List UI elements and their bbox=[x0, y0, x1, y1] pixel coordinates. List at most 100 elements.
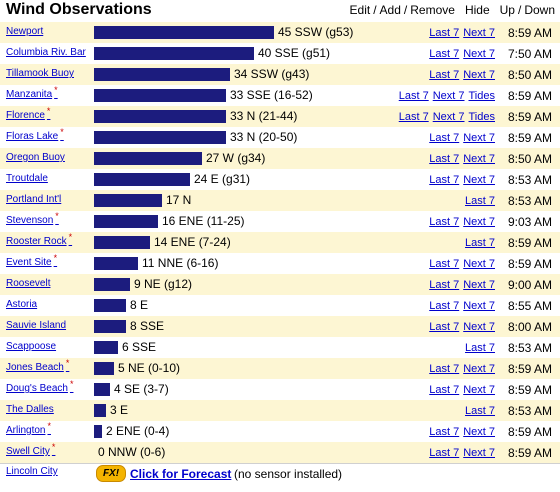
add-link[interactable]: Add bbox=[379, 3, 401, 17]
last-7-link[interactable]: Last 7 bbox=[429, 27, 460, 39]
wind-reading: 0 NNW (0-6) bbox=[98, 445, 166, 459]
station-name-link[interactable]: Florence * bbox=[6, 106, 51, 121]
next-7-link[interactable]: Next 7 bbox=[463, 69, 495, 81]
wind-speed-bar bbox=[94, 131, 226, 144]
last-7-link[interactable]: Last 7 bbox=[429, 300, 460, 312]
next-7-link[interactable]: Next 7 bbox=[463, 153, 495, 165]
up-link[interactable]: Up bbox=[499, 3, 515, 17]
station-name-link[interactable]: Stevenson * bbox=[6, 211, 59, 226]
next-7-link[interactable]: Next 7 bbox=[463, 174, 495, 186]
station-name-link[interactable]: Troutdale bbox=[6, 173, 48, 184]
history-links: Last 7 Next 7 bbox=[425, 216, 495, 228]
wind-reading: 3 E bbox=[110, 403, 129, 417]
station-name-link[interactable]: Rooster Rock * bbox=[6, 232, 73, 247]
wind-speed-bar bbox=[94, 26, 274, 39]
wind-reading: 2 ENE (0-4) bbox=[106, 424, 170, 438]
wind-reading: 27 W (g34) bbox=[206, 151, 266, 165]
station-row: Doug's Beach * 4 SE (3-7) Last 7 Next 7 8:59 … bbox=[0, 379, 560, 400]
next-7-link[interactable]: Next 7 bbox=[463, 132, 495, 144]
forecast-note: (no sensor installed) bbox=[234, 467, 343, 481]
wind-speed-bar bbox=[94, 299, 126, 312]
last-7-link[interactable]: Last 7 bbox=[465, 237, 495, 249]
tides-link[interactable]: Tides bbox=[468, 111, 496, 123]
last-7-link[interactable]: Last 7 bbox=[429, 132, 460, 144]
header-actions: Edit / Add / Remove Hide Up / Down bbox=[350, 3, 555, 17]
last-7-link[interactable]: Last 7 bbox=[398, 90, 429, 102]
last-7-link[interactable]: Last 7 bbox=[429, 279, 460, 291]
next-7-link[interactable]: Next 7 bbox=[463, 363, 495, 375]
last-7-link[interactable]: Last 7 bbox=[429, 258, 460, 270]
history-links: Last 7 bbox=[461, 237, 495, 249]
station-name-link[interactable]: Doug's Beach * bbox=[6, 379, 74, 394]
station-name-link[interactable]: Floras Lake * bbox=[6, 127, 64, 142]
station-name-link[interactable]: Portland Int'l bbox=[6, 194, 62, 205]
sensor-star-icon: * bbox=[55, 211, 59, 221]
station-name-link[interactable]: Astoria bbox=[6, 299, 38, 310]
observation-time: 8:50 AM bbox=[507, 152, 552, 166]
last-7-link[interactable]: Last 7 bbox=[429, 69, 460, 81]
history-links: Last 7 Next 7 bbox=[425, 321, 495, 333]
last-7-link[interactable]: Last 7 bbox=[429, 216, 460, 228]
last-7-link[interactable]: Last 7 bbox=[398, 111, 429, 123]
station-name-link[interactable]: Jones Beach * bbox=[6, 358, 70, 373]
last-7-link[interactable]: Last 7 bbox=[429, 153, 460, 165]
last-7-link[interactable]: Last 7 bbox=[465, 195, 495, 207]
next-7-link[interactable]: Next 7 bbox=[463, 300, 495, 312]
station-name-link[interactable]: Sauvie Island bbox=[6, 320, 67, 331]
hide-link[interactable]: Hide bbox=[464, 3, 490, 17]
station-name-link[interactable]: Manzanita * bbox=[6, 85, 58, 100]
station-name-link[interactable]: Event Site * bbox=[6, 253, 58, 268]
forecast-link[interactable]: Click for Forecast bbox=[130, 467, 232, 481]
station-name-link[interactable]: Swell City * bbox=[6, 442, 56, 457]
next-7-link[interactable]: Next 7 bbox=[463, 426, 495, 438]
next-7-link[interactable]: Next 7 bbox=[463, 447, 495, 459]
station-name-link[interactable]: Newport bbox=[6, 26, 44, 37]
station-name-link[interactable]: Oregon Buoy bbox=[6, 152, 65, 163]
observation-time: 8:00 AM bbox=[507, 320, 552, 334]
next-7-link[interactable]: Next 7 bbox=[432, 111, 465, 123]
station-row: Tillamook Buoy 34 SSW (g43) Last 7 Next 7 8:… bbox=[0, 64, 560, 85]
station-name-link[interactable]: Columbia Riv. Bar bbox=[6, 47, 86, 58]
station-name-link[interactable]: Arlington * bbox=[6, 421, 51, 436]
forecast-icon[interactable]: FX! bbox=[96, 465, 126, 482]
station-name-link[interactable]: Lincoln City bbox=[6, 466, 58, 477]
observation-time: 8:53 AM bbox=[507, 173, 552, 187]
history-links: Last 7 Next 7 bbox=[425, 384, 495, 396]
last-7-link[interactable]: Last 7 bbox=[465, 342, 495, 354]
observation-time: 8:59 AM bbox=[507, 89, 552, 103]
last-7-link[interactable]: Last 7 bbox=[429, 363, 460, 375]
station-name-link[interactable]: Scappoose bbox=[6, 341, 57, 352]
wind-reading: 4 SE (3-7) bbox=[114, 382, 169, 396]
station-name-link[interactable]: The Dalles bbox=[6, 404, 54, 415]
remove-link[interactable]: Remove bbox=[410, 3, 455, 17]
last-7-link[interactable]: Last 7 bbox=[429, 426, 460, 438]
down-link[interactable]: Down bbox=[524, 3, 555, 17]
last-7-link[interactable]: Last 7 bbox=[465, 405, 495, 417]
next-7-link[interactable]: Next 7 bbox=[463, 279, 495, 291]
next-7-link[interactable]: Next 7 bbox=[463, 258, 495, 270]
history-links: Last 7 bbox=[461, 342, 495, 354]
sensor-star-icon: * bbox=[65, 358, 70, 368]
next-7-link[interactable]: Next 7 bbox=[432, 90, 465, 102]
next-7-link[interactable]: Next 7 bbox=[463, 384, 495, 396]
observation-time: 8:53 AM bbox=[507, 341, 552, 355]
observation-time: 8:55 AM bbox=[507, 299, 552, 313]
station-name-link[interactable]: Tillamook Buoy bbox=[6, 68, 74, 79]
station-row: Arlington * 2 ENE (0-4) Last 7 Next 7 8:59 AM bbox=[0, 421, 560, 442]
wind-reading: 14 ENE (7-24) bbox=[154, 235, 231, 249]
next-7-link[interactable]: Next 7 bbox=[463, 216, 495, 228]
last-7-link[interactable]: Last 7 bbox=[429, 48, 460, 60]
last-7-link[interactable]: Last 7 bbox=[429, 384, 460, 396]
station-name-link[interactable]: Roosevelt bbox=[6, 278, 51, 289]
sensor-star-icon: * bbox=[68, 232, 73, 242]
next-7-link[interactable]: Next 7 bbox=[463, 321, 495, 333]
next-7-link[interactable]: Next 7 bbox=[463, 48, 495, 60]
tides-link[interactable]: Tides bbox=[468, 90, 496, 102]
last-7-link[interactable]: Last 7 bbox=[429, 321, 460, 333]
last-7-link[interactable]: Last 7 bbox=[429, 174, 460, 186]
next-7-link[interactable]: Next 7 bbox=[463, 27, 495, 39]
last-7-link[interactable]: Last 7 bbox=[429, 447, 460, 459]
sensor-star-icon: * bbox=[60, 127, 64, 137]
wind-reading: 11 NNE (6-16) bbox=[142, 256, 219, 270]
edit-link[interactable]: Edit bbox=[349, 3, 371, 17]
